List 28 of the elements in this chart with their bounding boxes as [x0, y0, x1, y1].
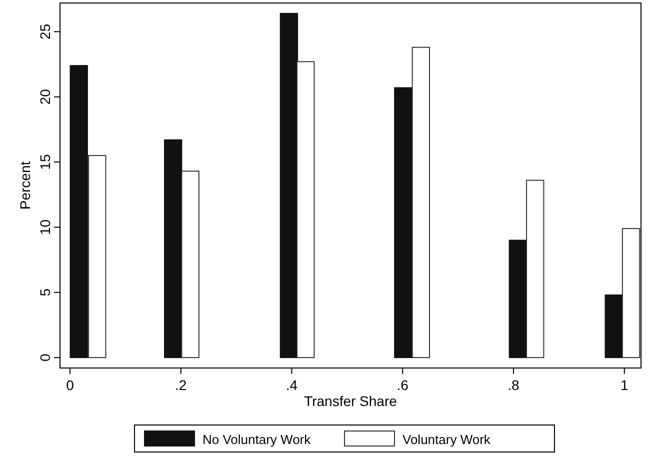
- bar: [508, 240, 528, 358]
- x-tick-label: .8: [508, 377, 520, 393]
- y-tick-label: 10: [37, 219, 53, 236]
- bar: [412, 46, 430, 358]
- bar: [280, 12, 298, 358]
- bar: [526, 180, 544, 358]
- x-tick-label: 1: [620, 377, 628, 393]
- x-axis-title: Transfer Share: [304, 393, 398, 409]
- legend-label: Voluntary Work: [402, 432, 491, 447]
- bar: [88, 155, 106, 358]
- y-tick-label: 15: [37, 154, 53, 170]
- y-tick-label: 0: [37, 353, 53, 362]
- bar: [604, 294, 623, 358]
- y-axis-title: Percent: [17, 161, 33, 210]
- bar: [164, 139, 182, 358]
- bar: [622, 228, 640, 358]
- bar: [394, 87, 412, 358]
- bar: [70, 65, 88, 358]
- legend-label: No Voluntary Work: [202, 432, 312, 447]
- x-tick-label: 0: [66, 377, 74, 393]
- bar: [181, 170, 200, 358]
- y-tick-label: 5: [37, 288, 53, 296]
- y-tick-label: 20: [37, 88, 53, 105]
- x-tick-label: .2: [175, 377, 187, 393]
- y-tick-label: 25: [37, 24, 53, 40]
- bar: [296, 61, 315, 358]
- x-tick-label: .4: [286, 377, 298, 393]
- x-tick-label: .6: [396, 377, 409, 393]
